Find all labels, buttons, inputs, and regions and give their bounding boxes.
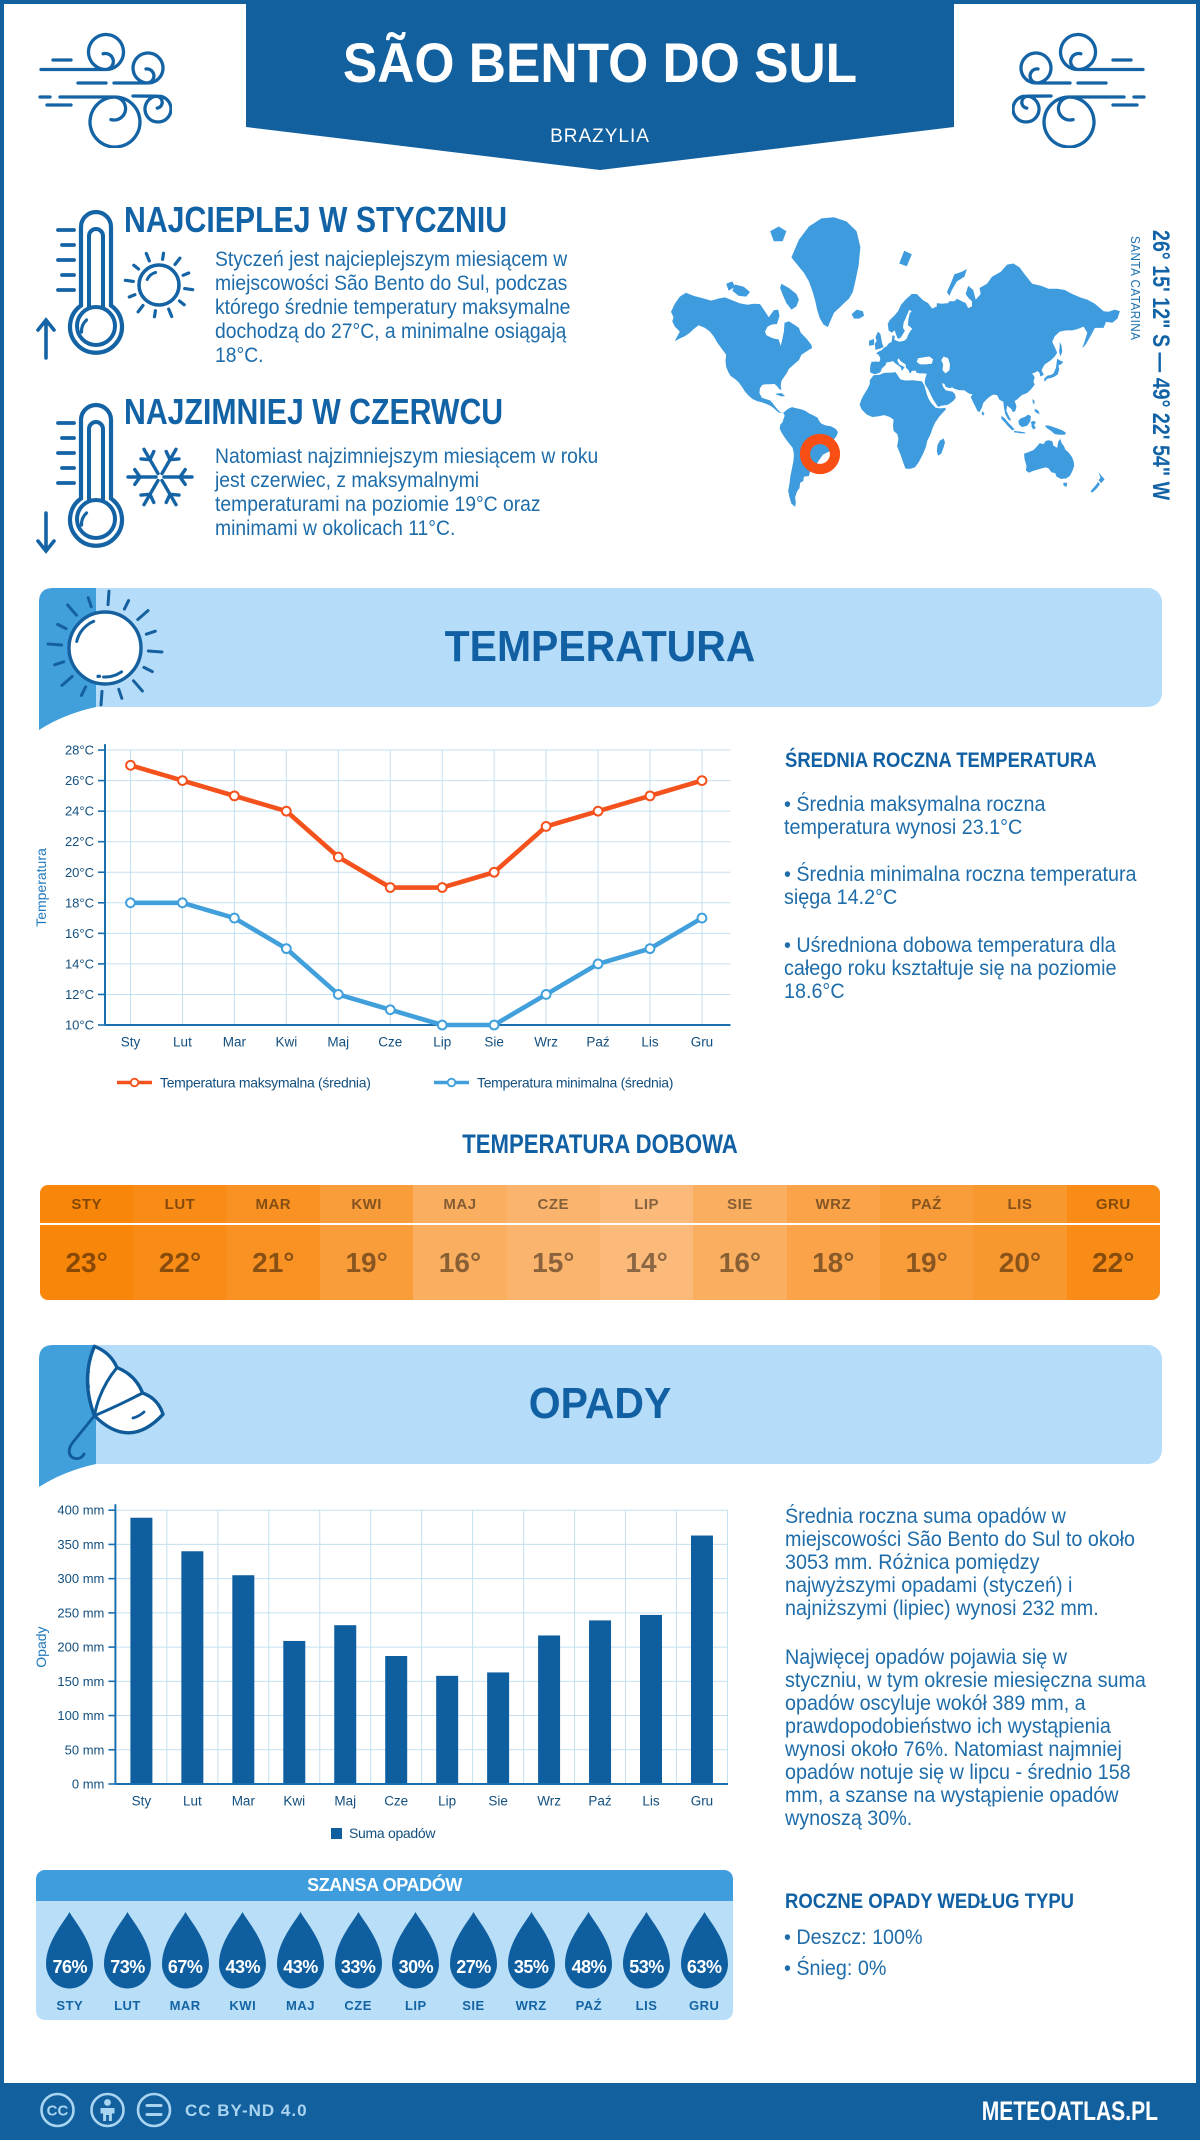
svg-text:Paź: Paź (588, 1794, 612, 1809)
svg-text:Mar: Mar (232, 1794, 256, 1809)
svg-text:CC: CC (47, 2103, 69, 2120)
svg-text:150 mm: 150 mm (57, 1674, 104, 1689)
svg-text:20°C: 20°C (65, 865, 94, 880)
svg-text:Cze: Cze (378, 1035, 402, 1050)
svg-text:250 mm: 250 mm (57, 1605, 104, 1620)
svg-text:400 mm: 400 mm (57, 1503, 104, 1518)
svg-text:350 mm: 350 mm (57, 1537, 104, 1552)
svg-text:26°C: 26°C (65, 773, 94, 788)
svg-text:Kwi: Kwi (275, 1035, 297, 1050)
svg-text:12°C: 12°C (65, 987, 94, 1002)
svg-text:Mar: Mar (223, 1035, 247, 1050)
svg-text:22°C: 22°C (65, 834, 94, 849)
svg-text:100 mm: 100 mm (57, 1708, 104, 1723)
svg-text:Gru: Gru (691, 1035, 714, 1050)
svg-text:Maj: Maj (327, 1035, 349, 1050)
svg-text:Lut: Lut (183, 1794, 202, 1809)
svg-text:Sie: Sie (488, 1794, 508, 1809)
svg-text:24°C: 24°C (65, 804, 94, 819)
svg-text:Temperatura maksymalna (średni: Temperatura maksymalna (średnia) (160, 1075, 371, 1091)
svg-text:Sty: Sty (132, 1794, 152, 1809)
svg-text:50 mm: 50 mm (65, 1742, 105, 1757)
svg-text:Lip: Lip (438, 1794, 456, 1809)
svg-text:Paź: Paź (586, 1035, 610, 1050)
svg-text:Temperatura: Temperatura (33, 848, 49, 927)
svg-text:Kwi: Kwi (283, 1794, 305, 1809)
svg-text:Maj: Maj (334, 1794, 356, 1809)
svg-text:Sie: Sie (484, 1035, 504, 1050)
svg-text:Lis: Lis (641, 1035, 659, 1050)
svg-text:28°C: 28°C (65, 743, 94, 758)
svg-text:300 mm: 300 mm (57, 1571, 104, 1586)
svg-text:Sty: Sty (121, 1035, 141, 1050)
svg-text:Lip: Lip (433, 1035, 451, 1050)
svg-text:Gru: Gru (691, 1794, 714, 1809)
svg-text:Temperatura minimalna (średnia: Temperatura minimalna (średnia) (477, 1075, 673, 1091)
svg-text:18°C: 18°C (65, 895, 94, 910)
svg-text:Suma opadów: Suma opadów (349, 1825, 436, 1841)
svg-text:Lut: Lut (173, 1035, 192, 1050)
svg-text:200 mm: 200 mm (57, 1640, 104, 1655)
svg-text:Opady: Opady (33, 1626, 49, 1667)
svg-text:Wrz: Wrz (534, 1035, 558, 1050)
svg-text:0 mm: 0 mm (72, 1777, 105, 1792)
svg-text:CC BY-ND 4.0: CC BY-ND 4.0 (185, 2101, 308, 2120)
svg-text:10°C: 10°C (65, 1018, 94, 1033)
svg-text:Wrz: Wrz (537, 1794, 561, 1809)
svg-text:Lis: Lis (642, 1794, 660, 1809)
svg-text:14°C: 14°C (65, 956, 94, 971)
svg-text:16°C: 16°C (65, 926, 94, 941)
svg-text:Cze: Cze (384, 1794, 408, 1809)
